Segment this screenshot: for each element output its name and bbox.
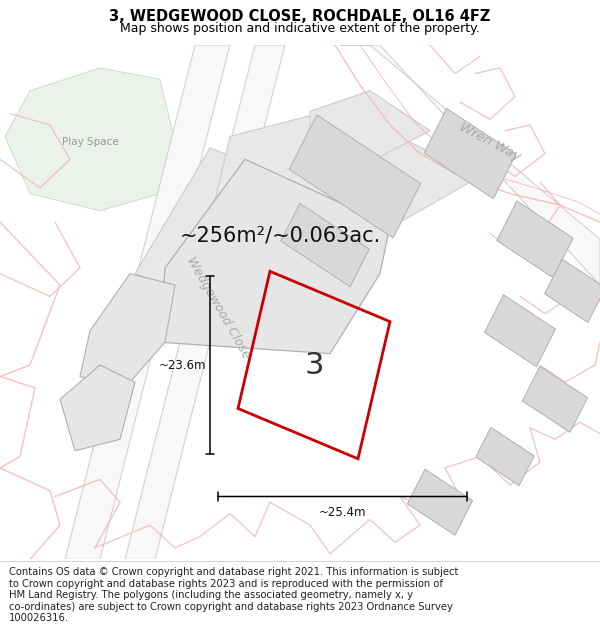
Polygon shape — [545, 259, 600, 322]
Text: ~256m²/~0.063ac.: ~256m²/~0.063ac. — [179, 225, 380, 245]
Text: Play Space: Play Space — [62, 137, 118, 147]
Text: co-ordinates) are subject to Crown copyright and database rights 2023 Ordnance S: co-ordinates) are subject to Crown copyr… — [9, 602, 453, 612]
Polygon shape — [65, 45, 230, 559]
Text: to Crown copyright and database rights 2023 and is reproduced with the permissio: to Crown copyright and database rights 2… — [9, 579, 443, 589]
Text: Map shows position and indicative extent of the property.: Map shows position and indicative extent… — [120, 22, 480, 35]
Polygon shape — [424, 109, 516, 199]
Polygon shape — [497, 201, 573, 278]
Text: Contains OS data © Crown copyright and database right 2021. This information is : Contains OS data © Crown copyright and d… — [9, 568, 458, 578]
Polygon shape — [160, 159, 390, 354]
Text: 3: 3 — [304, 351, 324, 379]
Text: 100026316.: 100026316. — [9, 613, 69, 623]
Text: 3, WEDGEWOOD CLOSE, ROCHDALE, OL16 4FZ: 3, WEDGEWOOD CLOSE, ROCHDALE, OL16 4FZ — [109, 9, 491, 24]
Polygon shape — [60, 365, 135, 451]
Text: ~23.6m: ~23.6m — [158, 359, 206, 371]
Polygon shape — [135, 148, 395, 354]
Polygon shape — [80, 274, 175, 388]
Polygon shape — [485, 295, 556, 367]
Text: Wedgewood Close: Wedgewood Close — [184, 255, 253, 361]
Polygon shape — [210, 108, 480, 274]
Polygon shape — [5, 68, 175, 211]
Polygon shape — [476, 428, 534, 486]
Polygon shape — [281, 203, 369, 287]
Polygon shape — [407, 469, 473, 535]
Polygon shape — [340, 45, 600, 285]
Polygon shape — [289, 115, 421, 238]
Text: Wren Way: Wren Way — [457, 121, 523, 164]
Polygon shape — [310, 91, 430, 159]
Polygon shape — [523, 366, 587, 432]
Polygon shape — [125, 45, 285, 559]
Text: ~25.4m: ~25.4m — [319, 506, 366, 519]
Text: HM Land Registry. The polygons (including the associated geometry, namely x, y: HM Land Registry. The polygons (includin… — [9, 590, 413, 600]
